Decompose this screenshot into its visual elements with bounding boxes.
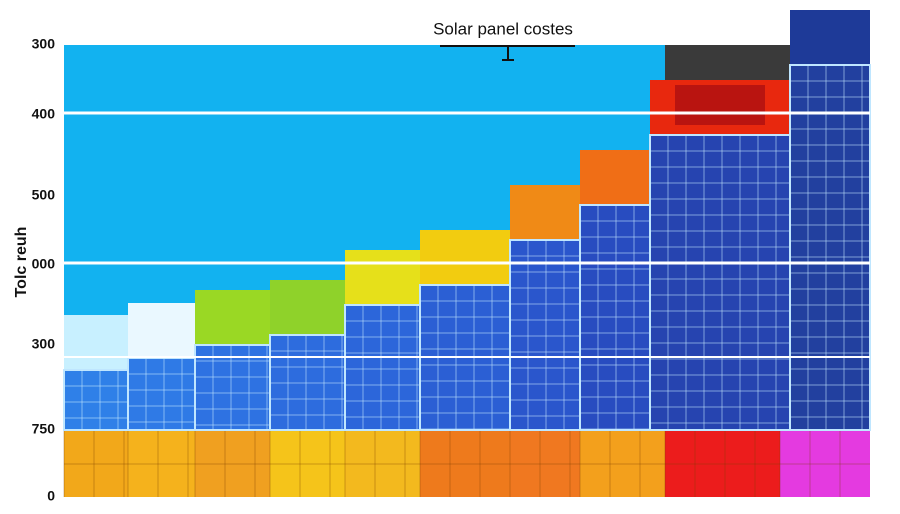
strip-block <box>345 430 420 497</box>
panels <box>63 10 871 497</box>
panel <box>63 369 129 431</box>
panel-cap <box>420 230 510 285</box>
panel-cap <box>128 303 195 358</box>
panel-cap <box>790 10 870 65</box>
tick-label: 300 <box>32 36 56 52</box>
tick-label: 400 <box>32 106 56 122</box>
strip-block <box>128 430 195 497</box>
tick-label: 500 <box>32 187 56 203</box>
panel-cap <box>345 250 420 305</box>
panel-cap <box>510 185 580 240</box>
strip-block <box>510 430 580 497</box>
title: Solar panel costes <box>433 19 573 38</box>
strip-block <box>195 430 270 497</box>
axis-label: Tolc reuh <box>13 227 30 298</box>
panel-cap <box>64 315 128 370</box>
panel <box>127 357 196 431</box>
panel-cap <box>580 150 650 205</box>
tick-label: 300 <box>32 336 56 352</box>
tick-labels: 300 400 500 000 300 750 0 <box>32 36 56 504</box>
panel <box>194 344 271 431</box>
tick-label: 0 <box>47 488 55 504</box>
strip-block <box>780 430 870 497</box>
strip-block <box>420 430 510 497</box>
tick-label: 000 <box>32 256 56 272</box>
strip-block <box>580 430 665 497</box>
strip-block <box>64 430 128 497</box>
glow <box>675 85 765 125</box>
panel-cap <box>195 290 270 345</box>
panel <box>509 239 581 431</box>
strip-block <box>665 430 780 497</box>
panel <box>649 134 791 431</box>
strip-block <box>270 430 345 497</box>
panel <box>789 64 871 431</box>
panel <box>344 304 421 431</box>
tick-label: 750 <box>32 421 56 437</box>
panel-cap <box>270 280 345 335</box>
